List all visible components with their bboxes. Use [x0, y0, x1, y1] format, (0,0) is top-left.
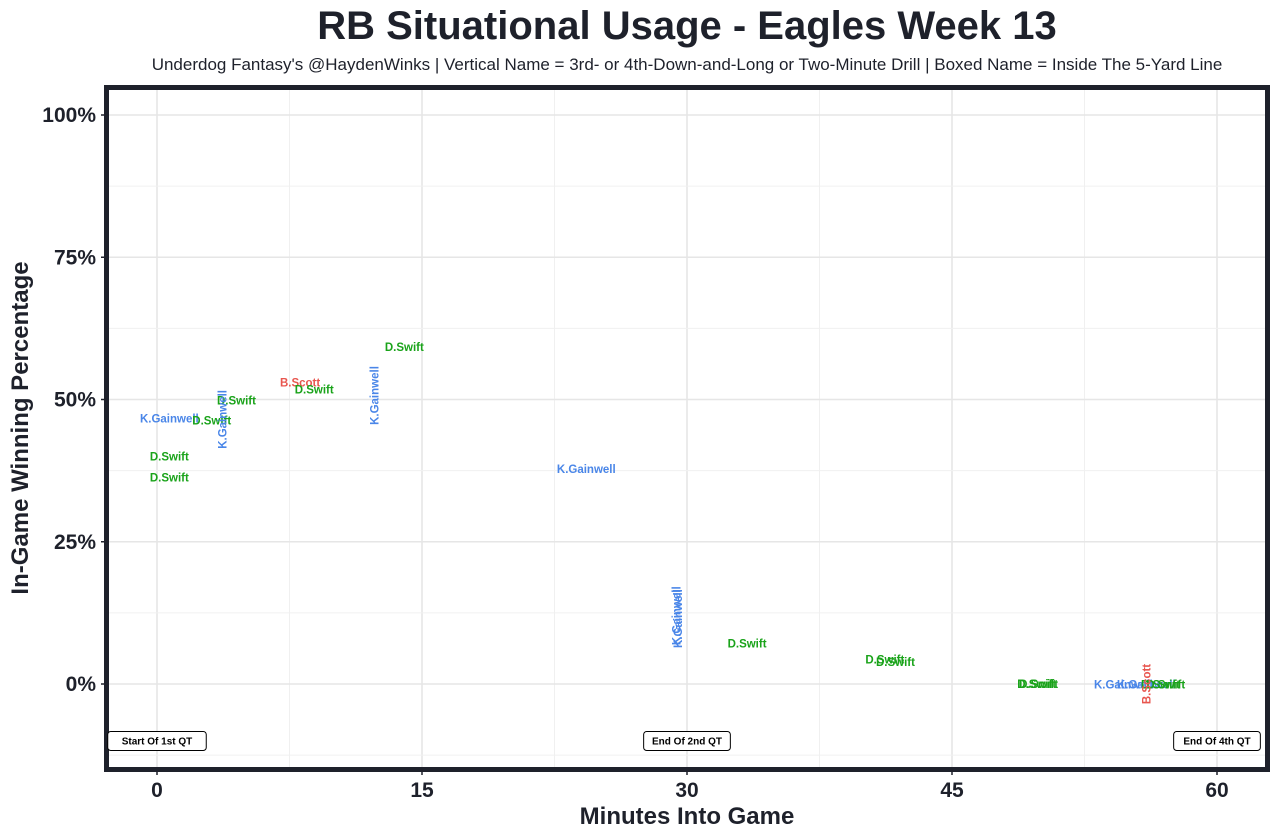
- data-point-label: B.Scott: [280, 377, 320, 389]
- data-point-label: D.Swift: [295, 384, 334, 396]
- data-point-label: K.Gainwell: [557, 464, 616, 476]
- y-tick-label: 50%: [54, 389, 96, 412]
- data-point-label: D.Swift: [876, 657, 915, 669]
- y-tick-label: 100%: [42, 104, 96, 127]
- data-point-label: D.Swift: [1141, 680, 1180, 692]
- data-point-label: K.Gainwell: [369, 366, 381, 425]
- data-point-label: K.Gainwell: [673, 589, 685, 648]
- period-marker-box: [107, 731, 207, 751]
- period-marker-box: [1173, 731, 1261, 751]
- data-point-label: D.Swift: [1017, 679, 1056, 691]
- y-tick-label: 0%: [66, 673, 97, 696]
- data-point-label: B.Scott: [1141, 664, 1153, 704]
- data-point-label: D.Swift: [728, 639, 767, 651]
- chart-title: RB Situational Usage - Eagles Week 13: [317, 4, 1057, 48]
- data-point-label: D.Swift: [865, 655, 904, 667]
- x-tick-label: 45: [940, 779, 964, 802]
- data-point-label: D.Swift: [217, 396, 256, 408]
- data-point-label: K.Gainwell: [1117, 680, 1176, 692]
- x-tick-label: 60: [1205, 779, 1228, 802]
- x-axis-title: Minutes Into Game: [580, 803, 795, 830]
- period-markers: Start Of 1st QT End Of 2nd QT End Of 4th Q…: [107, 731, 1261, 751]
- grid-lines: [109, 90, 1265, 767]
- x-axis-ticks: 0 15 30 45 60: [151, 770, 1229, 802]
- period-marker-box: [643, 731, 731, 751]
- data-point-label: K.Gainwell: [140, 413, 199, 425]
- data-point-label: D.Swift: [1019, 679, 1058, 691]
- data-point-label: K.Gainwell: [671, 586, 683, 645]
- y-tick-label: 25%: [54, 531, 96, 554]
- chart-subtitle: Underdog Fantasy's @HaydenWinks | Vertic…: [151, 55, 1223, 74]
- x-tick-label: 0: [151, 779, 163, 802]
- y-axis-title: In-Game Winning Percentage: [7, 261, 34, 594]
- x-tick-label: 30: [675, 779, 698, 802]
- period-marker-label: End Of 2nd QT: [652, 737, 722, 748]
- period-marker-label: End Of 4th QT: [1183, 737, 1250, 748]
- data-point-label: D.Swift: [192, 416, 231, 428]
- data-point-label: D.Swift: [150, 451, 189, 463]
- data-point-label: K.Gainwell: [1094, 680, 1153, 692]
- data-point-label: K.Gainwell: [217, 390, 229, 449]
- data-point-label: D.Swift: [150, 472, 189, 484]
- y-tick-label: 75%: [54, 246, 96, 269]
- x-tick-label: 15: [410, 779, 434, 802]
- data-point-label: D.Swift: [385, 342, 424, 354]
- y-axis-ticks: 0% 25% 50% 75% 100%: [42, 104, 106, 696]
- data-points: D.SwiftD.SwiftK.GainwellD.SwiftD.SwiftK.…: [140, 342, 1185, 704]
- plot-frame: [104, 85, 1270, 772]
- data-point-label: D.Swift: [1146, 680, 1185, 692]
- period-marker-label: Start Of 1st QT: [122, 737, 193, 748]
